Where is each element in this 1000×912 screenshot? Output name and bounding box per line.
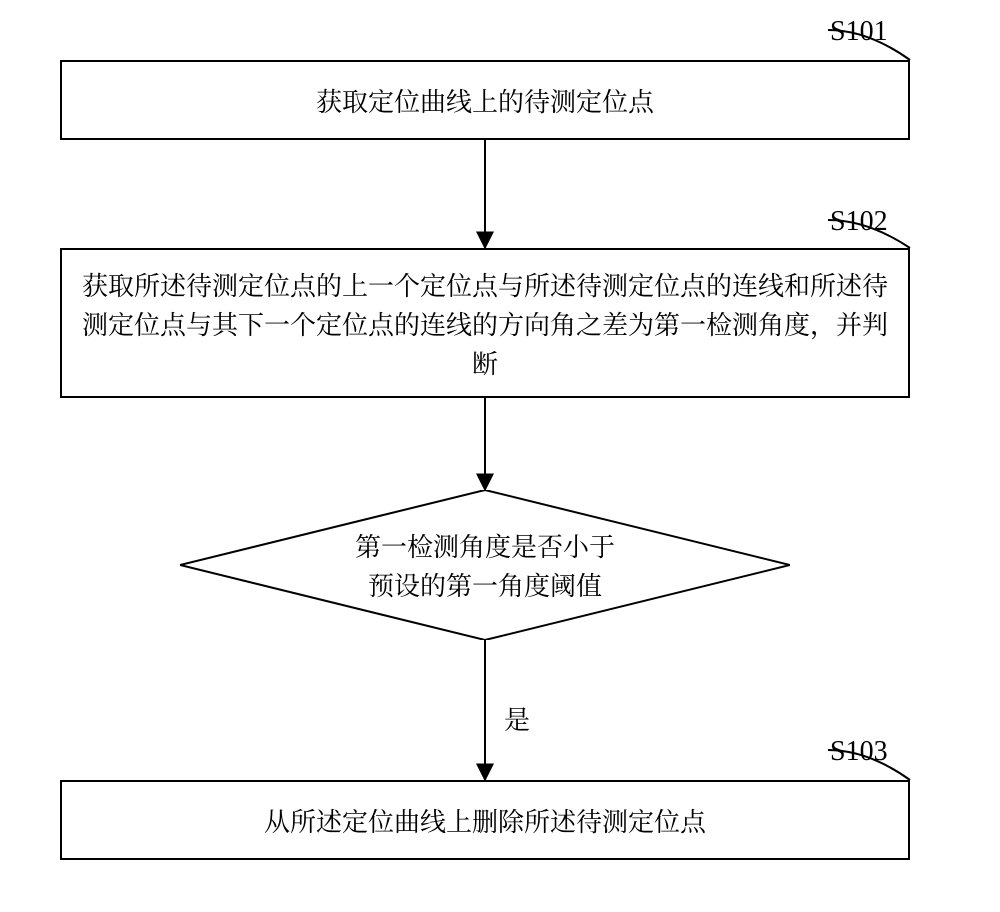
process-s101-text: 获取定位曲线上的待测定位点 [316,81,654,120]
process-s103: 从所述定位曲线上删除所述待测定位点 [60,780,910,860]
flowchart-canvas: S101 S102 S103 获取定位曲线上的待测定位点 获取所述待测定位点的上… [0,0,1000,912]
process-s101: 获取定位曲线上的待测定位点 [60,60,910,140]
process-s102-text: 获取所述待测定位点的上一个定位点与所述待测定位点的连线和所述待测定位点与其下一个… [82,265,888,382]
step-label-s101: S101 [830,16,888,48]
edge-label-yes: 是 [504,700,530,737]
step-label-s103: S103 [830,736,888,768]
process-s102: 获取所述待测定位点的上一个定位点与所述待测定位点的连线和所述待测定位点与其下一个… [60,248,910,398]
process-s103-text: 从所述定位曲线上删除所述待测定位点 [264,801,706,840]
step-label-s102: S102 [830,206,888,238]
decision-d1-shape [180,490,790,640]
decision-d1: 第一检测角度是否小于 预设的第一角度阈值 [180,490,790,640]
